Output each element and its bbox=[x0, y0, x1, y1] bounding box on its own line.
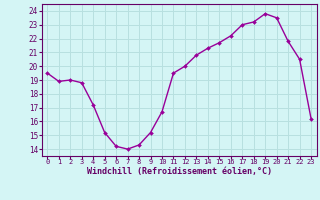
X-axis label: Windchill (Refroidissement éolien,°C): Windchill (Refroidissement éolien,°C) bbox=[87, 167, 272, 176]
